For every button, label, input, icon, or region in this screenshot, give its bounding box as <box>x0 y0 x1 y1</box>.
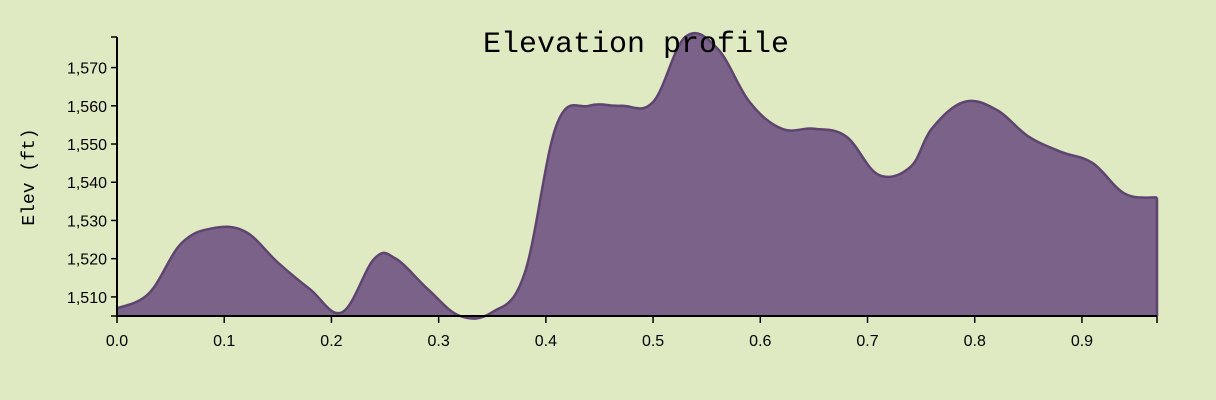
y-tick-label: 1,520 <box>67 252 107 269</box>
x-tick-label: 0.5 <box>642 333 664 350</box>
y-tick-label: 1,560 <box>67 99 107 116</box>
elevation-area <box>117 33 1157 319</box>
chart-title: Elevation profile <box>483 28 789 62</box>
x-tick-label: 0.6 <box>749 333 771 350</box>
x-tick-label: 0.1 <box>213 333 235 350</box>
elevation-line <box>116 31 1158 320</box>
y-tick-label: 1,540 <box>67 175 107 192</box>
x-tick-label: 0.8 <box>964 333 986 350</box>
y-tick-label: 1,550 <box>67 137 107 154</box>
y-tick-label: 1,570 <box>67 61 107 78</box>
plot-area <box>116 31 1159 320</box>
x-tick-label: 0.9 <box>1071 333 1093 350</box>
y-tick-label: 1,530 <box>67 213 107 230</box>
x-axis: 0.0 0.1 0.2 0.3 0.4 0.5 0.6 0.7 0.8 0.9 <box>106 315 1158 350</box>
x-tick-label: 0.0 <box>106 333 128 350</box>
x-tick-label: 0.2 <box>320 333 342 350</box>
y-axis: 1,510 1,520 1,530 1,540 1,550 1,560 1,570 <box>67 36 118 317</box>
y-axis-label: Elev (ft) <box>20 128 40 225</box>
x-tick-label: 0.4 <box>535 333 557 350</box>
x-tick-label: 0.7 <box>856 333 878 350</box>
y-tick-label: 1,510 <box>67 290 107 307</box>
x-tick-label: 0.3 <box>428 333 450 350</box>
